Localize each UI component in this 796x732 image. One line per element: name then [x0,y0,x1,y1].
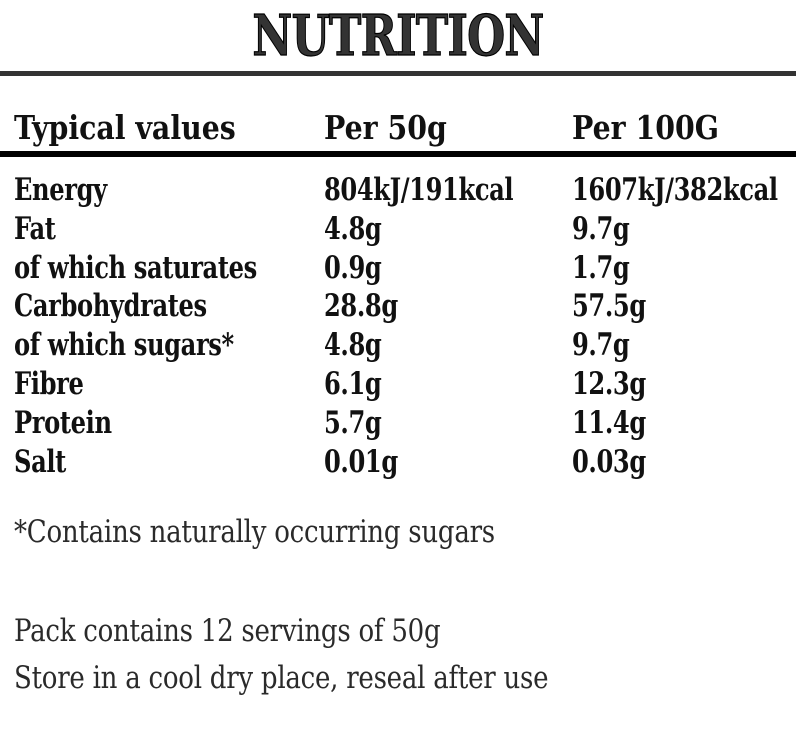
value-per-100g: 9.7g [572,327,630,364]
value-per-50g: 6.1g [324,365,382,402]
value-per-100g: 1607kJ/382kcal [572,172,778,208]
header-typical-values: Typical values [14,108,236,147]
value-per-50g: 0.9g [324,249,382,286]
value-per-50g: 28.8g [324,288,398,325]
sugars-footnote: *Contains naturally occurring sugars [14,514,495,550]
value-per-100g: 1.7g [572,249,630,286]
table-row-fat: Fat 4.8g 9.7g [0,209,796,248]
nutrient-label: Carbohydrates [14,288,207,325]
table-row-sugars: of which sugars* 4.8g 9.7g [0,325,796,364]
value-per-50g: 804kJ/191kcal [324,172,514,208]
page-title: NUTRITION [252,3,545,69]
table-row-energy: Energy 804kJ/191kcal 1607kJ/382kcal [0,170,796,209]
value-per-50g: 4.8g [324,327,382,364]
value-per-50g: 0.01g [324,443,398,480]
value-per-100g: 0.03g [572,443,646,480]
value-per-100g: 57.5g [572,288,646,325]
nutrient-label: Fibre [14,365,84,402]
title-divider [0,71,796,76]
nutrient-label: Fat [14,210,56,247]
header-per-50g: Per 50g [324,108,447,147]
pack-servings-info: Pack contains 12 servings of 50g [14,613,441,649]
table-row-protein: Protein 5.7g 11.4g [0,403,796,442]
nutrient-label: Protein [14,404,112,441]
table-row-fibre: Fibre 6.1g 12.3g [0,364,796,403]
nutrition-table: Energy 804kJ/191kcal 1607kJ/382kcal Fat … [0,170,796,480]
table-row-carbohydrates: Carbohydrates 28.8g 57.5g [0,286,796,325]
nutrient-label: of which sugars* [14,327,234,364]
value-per-100g: 11.4g [572,404,646,441]
nutrient-label: Energy [14,172,107,208]
value-per-100g: 9.7g [572,210,630,247]
value-per-50g: 5.7g [324,404,382,441]
nutrient-label: Salt [14,443,66,480]
storage-instructions: Store in a cool dry place, reseal after … [14,660,549,696]
value-per-50g: 4.8g [324,210,382,247]
table-row-salt: Salt 0.01g 0.03g [0,442,796,481]
table-row-saturates: of which saturates 0.9g 1.7g [0,248,796,287]
header-divider [0,151,796,157]
nutrient-label: of which saturates [14,249,257,286]
header-per-100g: Per 100G [572,108,719,147]
value-per-100g: 12.3g [572,365,646,402]
